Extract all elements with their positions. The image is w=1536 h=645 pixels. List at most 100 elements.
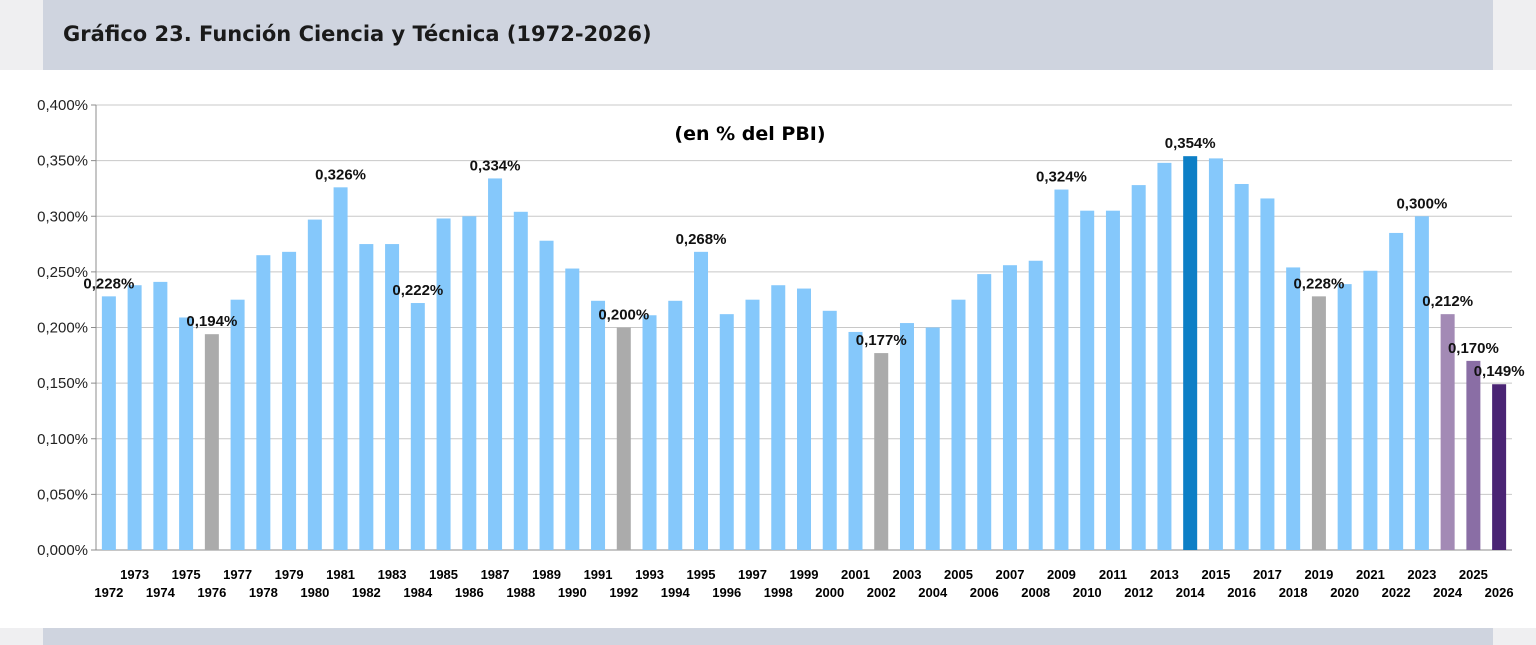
bar-2007 [1002,265,1017,550]
data-label: 0,177% [856,332,907,349]
bar-2005 [951,299,966,550]
x-tick-label: 1981 [326,567,355,582]
bars [101,156,1507,551]
x-tick-label: 2004 [918,585,948,600]
bar-2016 [1234,183,1249,551]
bar-1989 [539,240,554,550]
x-tick-label: 1999 [790,567,819,582]
bar-2014 [1183,156,1198,551]
bar-2010 [1080,210,1095,550]
x-tick-label: 1972 [94,585,123,600]
bar-chart: 0,000% 0,050% 0,100% 0,150% 0,200% 0,250% 0,30… [37,97,1524,600]
data-label: 0,222% [392,282,443,299]
y-tick-label: 0,100% [37,431,88,448]
data-label: 0,334% [470,157,521,174]
bar-1994 [668,300,683,550]
data-labels: 0,228% 0,194% 0,326% 0,222% 0,334% 0,200% 0,26… [83,135,1524,380]
bar-2001 [848,331,863,550]
x-tick-label: 1991 [584,567,613,582]
x-tick-label: 2014 [1176,585,1206,600]
x-tick-label: 1973 [120,567,149,582]
data-label: 0,300% [1396,195,1447,212]
bar-2008 [1028,260,1043,550]
x-tick-label: 2007 [996,567,1025,582]
bar-2002 [874,353,889,550]
data-label: 0,228% [1293,275,1344,292]
y-tick-label: 0,250% [37,264,88,281]
bar-2021 [1363,270,1378,550]
bar-2000 [822,310,837,550]
data-label: 0,324% [1036,169,1087,186]
x-tick-label: 1993 [635,567,664,582]
bar-1983 [385,244,400,550]
bar-1984 [410,303,425,550]
x-tick-label: 1984 [403,585,433,600]
chart-panel: 0,000% 0,050% 0,100% 0,150% 0,200% 0,250% 0,30… [0,70,1536,628]
y-tick-label: 0,300% [37,208,88,225]
bar-1990 [565,268,580,550]
y-tick-label: 0,050% [37,486,88,503]
bar-1974 [153,281,168,550]
bar-2015 [1208,158,1223,550]
bar-1986 [462,216,477,550]
bar-2019 [1311,296,1326,550]
bar-1992 [616,327,631,550]
x-tick-label: 2018 [1279,585,1308,600]
x-tick-label: 2020 [1330,585,1359,600]
x-tick-label: 1982 [352,585,381,600]
chart-subtitle: (en % del PBI) [674,123,825,145]
bar-2020 [1337,284,1352,550]
bar-1997 [745,299,760,550]
x-tick-label: 1979 [275,567,304,582]
x-tick-label: 2012 [1124,585,1153,600]
data-label: 0,149% [1474,363,1525,380]
x-tick-label: 1975 [172,567,201,582]
x-tick-label: 2006 [970,585,999,600]
bar-2003 [899,323,914,550]
x-tick-label: 1995 [687,567,716,582]
x-tick-label: 2002 [867,585,896,600]
x-tick-label: 1987 [481,567,510,582]
x-tick-label: 1985 [429,567,458,582]
x-tick-label: 2017 [1253,567,1282,582]
x-tick-label: 1977 [223,567,252,582]
bar-1991 [591,300,606,550]
bar-1996 [719,314,734,550]
bar-2013 [1157,162,1172,550]
x-tick-label: 1986 [455,585,484,600]
data-label: 0,354% [1165,135,1216,152]
bar-1987 [488,178,503,551]
bar-1995 [694,251,709,550]
x-tick-label: 2022 [1382,585,1411,600]
bottom-band [43,628,1493,645]
data-label: 0,200% [598,307,649,324]
bar-1976 [204,334,219,550]
x-tick-label: 2003 [893,567,922,582]
data-label: 0,170% [1448,340,1499,357]
x-tick-label: 1998 [764,585,793,600]
bar-2012 [1131,185,1146,550]
bar-2017 [1260,198,1275,550]
title-band: Gráfico 23. Función Ciencia y Técnica (1… [43,0,1493,70]
bar-2004 [925,327,940,550]
bar-1999 [797,288,811,550]
bar-1972 [101,296,116,550]
x-tick-label: 2021 [1356,567,1385,582]
data-label: 0,228% [83,275,134,292]
x-tick-label: 2010 [1073,585,1102,600]
x-tick-label: 2026 [1485,585,1514,600]
x-tick-label: 2025 [1459,567,1488,582]
x-tick-label: 1989 [532,567,561,582]
x-tick-label: 2009 [1047,567,1076,582]
data-label: 0,194% [186,313,237,330]
bar-2024 [1440,314,1455,550]
bar-2006 [977,274,992,550]
x-tick-label: 1997 [738,567,767,582]
x-tick-label: 2001 [841,567,870,582]
x-tick-label: 2019 [1304,567,1333,582]
chart-title: Gráfico 23. Función Ciencia y Técnica (1… [63,22,652,46]
bar-1973 [127,285,142,550]
bar-2022 [1389,232,1404,550]
x-tick-label: 1990 [558,585,587,600]
x-tick-label: 2023 [1407,567,1436,582]
